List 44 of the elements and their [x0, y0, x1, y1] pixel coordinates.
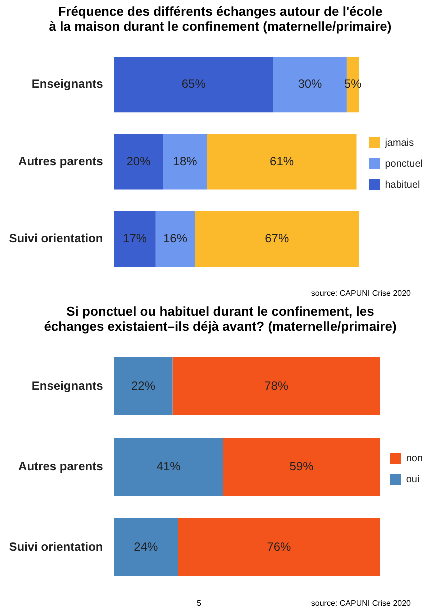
bar [114, 438, 224, 496]
data-label: 67% [265, 232, 290, 246]
data-label: 76% [267, 540, 292, 554]
bar [223, 438, 380, 496]
data-label: 16% [163, 232, 188, 246]
data-label: 59% [290, 459, 314, 474]
data-label: 78% [264, 378, 289, 393]
y-tick-label: Suivi orientation [9, 232, 104, 246]
legend-label: ponctuel [385, 158, 424, 170]
data-label: 65% [182, 77, 206, 92]
y-tick-label: Autres parents [18, 459, 104, 474]
bar [178, 518, 380, 577]
bar [156, 211, 196, 267]
legend-label: non [406, 453, 424, 464]
y-tick-label: Suivi orientation [9, 540, 104, 554]
bar [273, 57, 347, 113]
y-tick-label: Enseignants [32, 378, 104, 393]
data-label: 61% [270, 154, 294, 168]
bar [195, 211, 360, 267]
bar [114, 211, 156, 267]
bar [114, 57, 274, 113]
data-label: 22% [132, 378, 156, 393]
legend-label: jamais [384, 138, 414, 149]
text: 5 [196, 598, 202, 610]
bar [163, 134, 208, 190]
bar [172, 357, 380, 416]
bar [114, 357, 173, 416]
data-label: 17% [123, 232, 148, 246]
legend-label: habituel [385, 180, 420, 191]
bar [207, 134, 357, 190]
data-label: 41% [156, 459, 182, 474]
bar [114, 134, 164, 190]
bar [114, 518, 178, 577]
data-label: 30% [298, 77, 323, 92]
legend-label: oui [406, 474, 420, 486]
y-tick-label: Enseignants [32, 77, 104, 92]
y-tick-label: Autres parents [18, 154, 104, 168]
data-label: 20% [126, 154, 152, 168]
chart-title: Fréquence des différents échanges autour de l'école à la maison durant le confinement (maternelle/primaire) [48, 3, 393, 36]
source-note: source: CAPUNI Crise 2020 [311, 288, 411, 300]
data-label: 24% [134, 540, 159, 554]
chart-title: Si ponctuel ou habituel durant le confinement, les échanges existaient–ils déjà avant? (maternelle/primaire) [43, 303, 398, 336]
data-label: 18% [173, 154, 198, 168]
source-note: source: CAPUNI Crise 2020 [311, 598, 411, 610]
